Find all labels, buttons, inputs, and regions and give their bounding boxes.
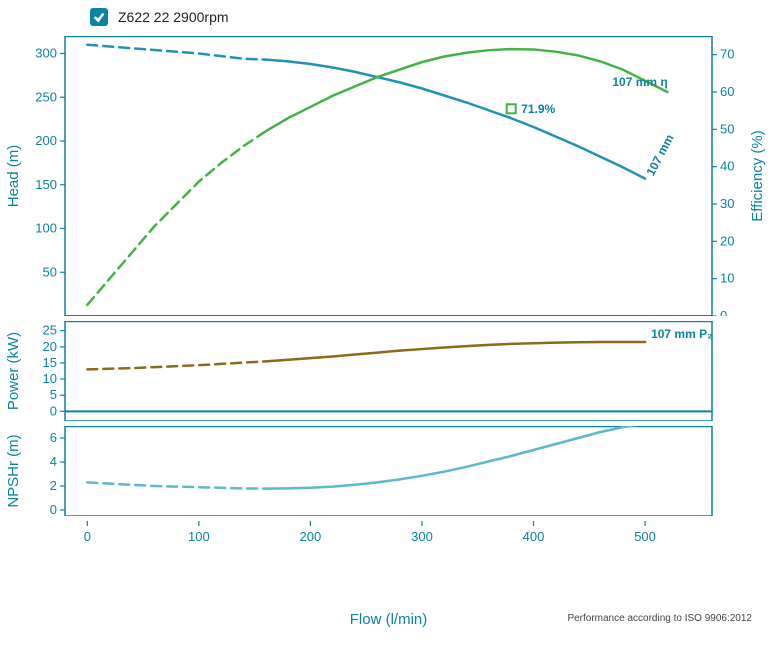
x-axis-label: Flow (l/min) (0, 611, 777, 628)
svg-text:0: 0 (50, 502, 57, 516)
x-axis: 0 100 200 300 400 500 (0, 521, 777, 551)
svg-text:5: 5 (50, 387, 57, 402)
svg-text:70: 70 (720, 47, 734, 62)
svg-text:200: 200 (35, 133, 57, 148)
head-efficiency-chart: 50 100 150 200 250 300 Head (m) 0 10 20 30 40 50 60 70… (0, 36, 777, 316)
svg-text:107 mm P₂: 107 mm P₂ (651, 327, 712, 341)
check-icon (92, 10, 106, 24)
chart-area: 50100150200250300Head (m)010203040506070… (0, 36, 777, 636)
svg-text:400: 400 (523, 529, 545, 544)
npsh-chart: 0 2 4 6 NPSHr (m) 107 mm (0, 426, 777, 516)
svg-text:Power (kW): Power (kW) (5, 332, 22, 410)
svg-text:10: 10 (43, 371, 57, 386)
svg-text:Efficiency (%): Efficiency (%) (749, 130, 766, 221)
svg-text:107 mm: 107 mm (651, 426, 696, 429)
legend: Z622 22 2900rpm (90, 8, 229, 26)
svg-text:4: 4 (50, 454, 57, 469)
svg-text:NPSHr (m): NPSHr (m) (5, 434, 22, 507)
svg-text:107 mm η: 107 mm η (612, 75, 667, 89)
svg-text:60: 60 (720, 84, 734, 99)
svg-text:Head (m): Head (m) (5, 145, 22, 208)
svg-text:6: 6 (50, 430, 57, 445)
series-checkbox[interactable] (90, 8, 108, 26)
svg-text:200: 200 (300, 529, 322, 544)
legend-label: Z622 22 2900rpm (118, 9, 229, 25)
svg-text:0: 0 (720, 308, 727, 316)
svg-text:20: 20 (720, 233, 734, 248)
svg-text:150: 150 (35, 177, 57, 192)
svg-text:50: 50 (43, 264, 57, 279)
svg-text:300: 300 (411, 529, 433, 544)
svg-text:300: 300 (35, 46, 57, 61)
svg-text:25: 25 (43, 323, 57, 338)
svg-text:0: 0 (50, 403, 57, 418)
svg-text:15: 15 (43, 355, 57, 370)
svg-text:2: 2 (50, 478, 57, 493)
svg-text:107 mm: 107 mm (643, 132, 676, 178)
svg-text:100: 100 (35, 221, 57, 236)
svg-text:100: 100 (188, 529, 210, 544)
svg-text:250: 250 (35, 89, 57, 104)
svg-text:20: 20 (43, 339, 57, 354)
eff-marker-label: 71.9% (521, 102, 555, 116)
svg-text:500: 500 (634, 529, 656, 544)
svg-text:50: 50 (720, 121, 734, 136)
svg-text:40: 40 (720, 159, 734, 174)
svg-text:10: 10 (720, 271, 734, 286)
svg-text:0: 0 (84, 529, 91, 544)
power-chart: 0510152025 Power (kW) 107 mm P₂ (0, 321, 777, 421)
svg-text:30: 30 (720, 196, 734, 211)
